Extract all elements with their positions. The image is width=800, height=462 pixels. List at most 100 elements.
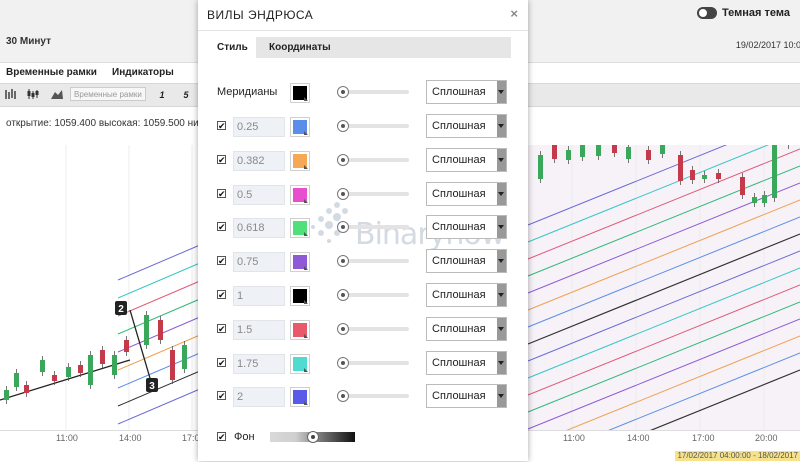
slider-knob[interactable] (337, 356, 349, 369)
line-style-select[interactable]: Сплошная (426, 147, 507, 172)
chevron-down-icon[interactable] (497, 385, 506, 408)
medians-color-swatch[interactable] (290, 83, 310, 103)
slider-knob[interactable] (337, 221, 349, 234)
line-style-select[interactable]: Сплошная (426, 316, 507, 341)
level-color-swatch[interactable] (290, 319, 310, 340)
line-style-select[interactable]: Сплошная (426, 114, 507, 138)
level-value-input[interactable]: 0.5 (233, 184, 285, 205)
opacity-slider[interactable] (337, 120, 410, 132)
opacity-slider[interactable] (337, 390, 410, 403)
level-color-swatch[interactable] (290, 184, 310, 205)
level-color-swatch[interactable] (290, 150, 310, 171)
level-value-input[interactable]: 1.75 (233, 353, 285, 374)
slider-knob[interactable] (337, 322, 349, 335)
line-style-select[interactable]: Сплошная (426, 384, 507, 409)
line-style-select[interactable]: Сплошная (426, 80, 507, 104)
line-style-select[interactable]: Сплошная (426, 215, 507, 240)
candle (772, 145, 777, 198)
chevron-down-icon[interactable] (497, 148, 506, 171)
level-value-input[interactable]: 2 (233, 387, 285, 408)
timeframe-label: 30 Минут (6, 36, 51, 47)
opacity-slider[interactable] (337, 322, 410, 335)
background-checkbox[interactable]: ✔ (217, 432, 226, 442)
background-opacity-slider[interactable] (270, 431, 355, 443)
level-color-swatch[interactable] (290, 286, 310, 306)
chevron-down-icon[interactable] (497, 284, 506, 306)
level-value-input[interactable]: 0.75 (233, 252, 285, 273)
timeframe-5-button[interactable]: 5 (183, 90, 189, 100)
level-checkbox[interactable]: ✔ (217, 188, 226, 199)
level-checkbox[interactable]: ✔ (217, 290, 226, 300)
fork-line (558, 335, 800, 433)
candle (626, 147, 631, 159)
level-checkbox[interactable]: ✔ (217, 222, 226, 233)
opacity-slider[interactable] (337, 356, 410, 369)
chevron-down-icon[interactable] (497, 216, 506, 239)
menu-indicators[interactable]: Индикаторы (112, 67, 174, 78)
opacity-slider[interactable] (337, 255, 410, 268)
line-style-select[interactable]: Сплошная (426, 181, 507, 206)
line-style-select[interactable]: Сплошная (426, 350, 507, 375)
chevron-down-icon[interactable] (497, 317, 506, 340)
close-icon[interactable]: × (510, 6, 518, 21)
level-value-input[interactable]: 1.5 (233, 319, 285, 340)
toggle-switch[interactable] (697, 7, 717, 19)
slider-knob[interactable] (337, 120, 349, 132)
opacity-slider[interactable] (337, 289, 410, 301)
level-color-swatch[interactable] (290, 117, 310, 137)
level-checkbox[interactable]: ✔ (217, 154, 226, 165)
slider-knob[interactable] (337, 255, 349, 268)
level-color-swatch[interactable] (290, 353, 310, 374)
timeframe-select[interactable]: Временные рамки (70, 87, 146, 101)
current-date: 19/02/2017 10:00 (735, 40, 800, 50)
marker-2-label: 2 (118, 304, 124, 315)
line-style-value: Сплошная (432, 86, 486, 98)
level-checkbox[interactable]: ✔ (217, 256, 226, 267)
level-checkbox[interactable]: ✔ (217, 391, 226, 402)
level-value-input[interactable]: 0.382 (233, 150, 285, 171)
slider-knob[interactable] (337, 390, 349, 403)
level-color-swatch[interactable] (290, 387, 310, 408)
slider-knob[interactable] (307, 431, 319, 443)
timeframe-1-button[interactable]: 1 (159, 90, 165, 100)
tab-style[interactable]: Стиль (209, 37, 256, 58)
level-row: ✔ 1 Сплошная (198, 283, 528, 309)
area-chart-icon[interactable] (50, 88, 64, 100)
dark-theme-toggle[interactable]: Темная тема (697, 7, 790, 19)
slider-knob[interactable] (337, 187, 349, 200)
slider-knob[interactable] (337, 153, 349, 166)
fork-line (527, 199, 800, 311)
level-checkbox[interactable]: ✔ (217, 121, 226, 131)
level-color-swatch[interactable] (290, 218, 310, 239)
price-chart[interactable]: 23 (0, 145, 800, 433)
level-value-input[interactable]: 0.25 (233, 117, 285, 137)
x-tick: 14:00 (627, 433, 650, 443)
opacity-slider[interactable] (337, 86, 410, 98)
bar-chart-icon[interactable] (4, 88, 18, 100)
line-style-value: Сплошная (432, 390, 486, 403)
opacity-slider[interactable] (337, 187, 410, 200)
chevron-down-icon[interactable] (497, 351, 506, 374)
color-fill (293, 120, 307, 134)
level-checkbox[interactable]: ✔ (217, 323, 226, 334)
level-color-swatch[interactable] (290, 252, 310, 273)
chevron-down-icon[interactable] (497, 250, 506, 273)
slider-knob[interactable] (337, 289, 349, 301)
chevron-down-icon[interactable] (497, 182, 506, 205)
tab-coordinates[interactable]: Координаты (269, 42, 331, 53)
fork-line (527, 301, 800, 413)
slider-knob[interactable] (337, 86, 349, 98)
candles-icon[interactable] (26, 88, 40, 100)
chevron-down-icon[interactable] (497, 81, 506, 103)
line-style-value: Сплошная (432, 221, 486, 234)
menu-timeframes[interactable]: Временные рамки (6, 67, 97, 78)
opacity-slider[interactable] (337, 221, 410, 234)
opacity-slider[interactable] (337, 153, 410, 166)
chevron-down-icon[interactable] (497, 115, 506, 137)
level-checkbox[interactable]: ✔ (217, 357, 226, 368)
level-value-input[interactable]: 1 (233, 286, 285, 306)
line-style-select[interactable]: Сплошная (426, 283, 507, 307)
level-value-input[interactable]: 0.618 (233, 218, 285, 239)
line-style-select[interactable]: Сплошная (426, 249, 507, 274)
candle (612, 145, 617, 153)
